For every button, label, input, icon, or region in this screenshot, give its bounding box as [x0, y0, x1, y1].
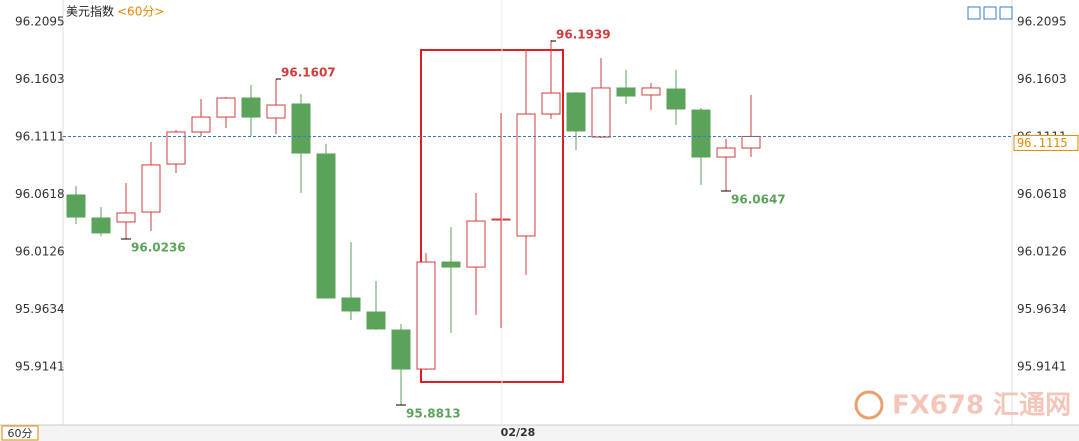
- y-tick-label-right: 95.9634: [1017, 302, 1067, 316]
- candle-body: [216, 97, 236, 118]
- candle-body: [716, 147, 736, 158]
- chart-title: 美元指数: [66, 4, 114, 19]
- low-label: 96.0236: [131, 241, 186, 255]
- candle-body: [341, 297, 361, 312]
- highlight-box: [420, 49, 564, 383]
- high-label: 96.1939: [556, 28, 611, 42]
- candle-body: [141, 164, 161, 213]
- candle-body: [541, 92, 561, 115]
- candle-body: [166, 131, 186, 165]
- watermark-text: FX678 汇通网: [892, 391, 1071, 421]
- candle-body: [266, 104, 286, 119]
- candle-body: [441, 261, 461, 268]
- high-label: 96.1607: [281, 66, 336, 80]
- candle-body: [641, 87, 661, 96]
- y-tick-label: 95.9141: [15, 360, 65, 374]
- y-tick-label: 96.2095: [15, 14, 65, 28]
- time-axis-bar: [0, 425, 1079, 441]
- low-label: 96.0647: [731, 193, 786, 207]
- chart-subtitle: <60分>: [117, 5, 164, 19]
- candle-body: [116, 212, 136, 223]
- candle-body: [391, 329, 411, 370]
- candle-body: [691, 109, 711, 158]
- candle-body: [491, 218, 511, 221]
- candle-body: [741, 135, 761, 149]
- y-tick-label-right: 96.0126: [1017, 244, 1067, 258]
- period-box[interactable]: [1, 425, 39, 441]
- y-tick-label-right: 96.2095: [1017, 14, 1067, 28]
- candle-body: [591, 87, 611, 138]
- candle-body: [616, 87, 636, 97]
- candle-body: [416, 261, 436, 370]
- y-tick-label: 96.1603: [15, 72, 65, 86]
- x-tick-label: 02/28: [501, 426, 536, 439]
- candle-body: [666, 88, 686, 110]
- candle-body: [66, 194, 86, 218]
- tool-icon[interactable]: [983, 6, 997, 20]
- y-tick-label-right: 96.1603: [1017, 72, 1067, 86]
- tool-icon[interactable]: [967, 6, 981, 20]
- candle-body: [316, 153, 336, 299]
- candle-body: [241, 97, 261, 118]
- candle-body: [466, 220, 486, 268]
- y-tick-label: 96.1111: [15, 129, 65, 143]
- candle-body: [191, 116, 211, 133]
- low-label: 95.8813: [406, 407, 461, 421]
- candle-body: [91, 217, 111, 234]
- watermark-logo: [854, 390, 884, 420]
- candle-body: [516, 113, 536, 237]
- y-tick-label: 95.9634: [15, 302, 65, 316]
- tool-icon[interactable]: [999, 6, 1013, 20]
- watermark: FX678 汇通网: [854, 390, 1071, 421]
- current-price-label: 96.1115: [1017, 136, 1068, 150]
- candle-body: [291, 103, 311, 154]
- y-tick-label: 96.0618: [15, 187, 65, 201]
- candle-body: [366, 311, 386, 330]
- candle-body: [566, 92, 586, 132]
- y-tick-label: 96.0126: [15, 244, 65, 258]
- period-label: 60分: [8, 427, 33, 440]
- y-tick-label-right: 95.9141: [1017, 360, 1067, 374]
- toolbar: [967, 6, 1013, 20]
- current-price-box: [1013, 134, 1079, 151]
- y-tick-label-right: 96.0618: [1017, 187, 1067, 201]
